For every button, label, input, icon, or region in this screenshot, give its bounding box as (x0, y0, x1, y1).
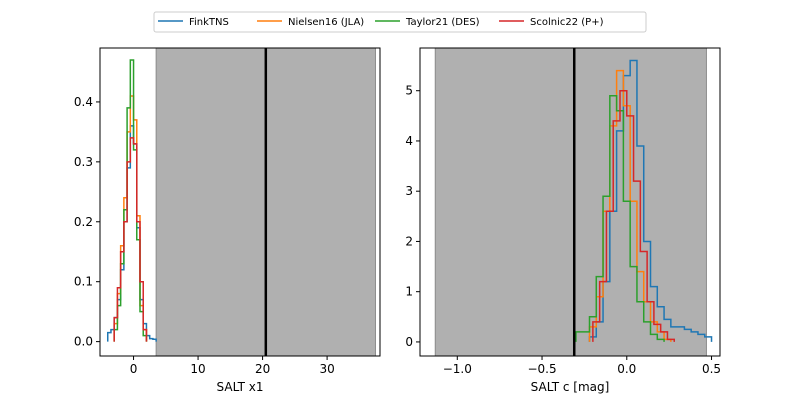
series-scolnic22-p (113, 137, 148, 342)
series-scolnic22-p (592, 89, 675, 342)
x-axis-label: SALT c [mag] (531, 380, 610, 394)
panel-salt-x1: 0 10 20 30 0.0 0.1 0.2 0.3 0.4 SALT x1 (74, 47, 381, 394)
legend-label: Nielsen16 (JLA) (288, 17, 364, 28)
y-tick-label: 1 (405, 285, 413, 299)
x-tick-label: 0.5 (702, 362, 721, 376)
series-taylor21-des (113, 59, 148, 342)
axes-frame (99, 47, 381, 357)
shaded-region (434, 47, 707, 357)
legend-entry: Nielsen16 (JLA) (257, 17, 364, 28)
y-tick-label: 4 (405, 134, 413, 148)
y-tick-label: 0 (405, 335, 413, 349)
series-finktns (106, 125, 157, 342)
series-taylor21-des (575, 94, 665, 342)
y-tick-label: 5 (405, 84, 413, 98)
series-finktns (588, 59, 713, 342)
legend: FinkTNS Nielsen16 (JLA) Taylor21 (DES) Scol… (153, 11, 647, 33)
x-tick-label: −1.0 (443, 362, 472, 376)
y-tick-label: 0.0 (74, 335, 93, 349)
legend-label: Taylor21 (DES) (405, 17, 480, 28)
x-tick-label: 0 (130, 362, 138, 376)
legend-entry: FinkTNS (158, 17, 229, 28)
panel-salt-c: −1.0 −0.5 0.0 0.5 0 1 2 3 4 5 SALT c [mag] (405, 47, 721, 394)
x-tick-label: 30 (319, 362, 334, 376)
x-tick-label: 20 (255, 362, 270, 376)
y-tick-label: 0.3 (74, 155, 93, 169)
x-axis-label: SALT x1 (217, 380, 264, 394)
y-tick-label: 0.4 (74, 95, 93, 109)
axes-frame (419, 47, 721, 357)
x-tick-label: −0.5 (527, 362, 556, 376)
series-nielsen16-jla (113, 95, 148, 342)
legend-entry: Taylor21 (DES) (375, 17, 480, 28)
legend-label: FinkTNS (189, 17, 229, 28)
x-tick-label: 10 (190, 362, 205, 376)
legend-frame (153, 11, 647, 33)
y-tick-label: 0.2 (74, 215, 93, 229)
series-nielsen16-jla (588, 69, 672, 342)
x-tick-label: 0.0 (617, 362, 636, 376)
y-tick-label: 3 (405, 184, 413, 198)
y-tick-label: 0.1 (74, 275, 93, 289)
legend-entry: Scolnic22 (P+) (499, 17, 604, 28)
legend-label: Scolnic22 (P+) (530, 17, 604, 28)
y-tick-label: 2 (405, 234, 413, 248)
